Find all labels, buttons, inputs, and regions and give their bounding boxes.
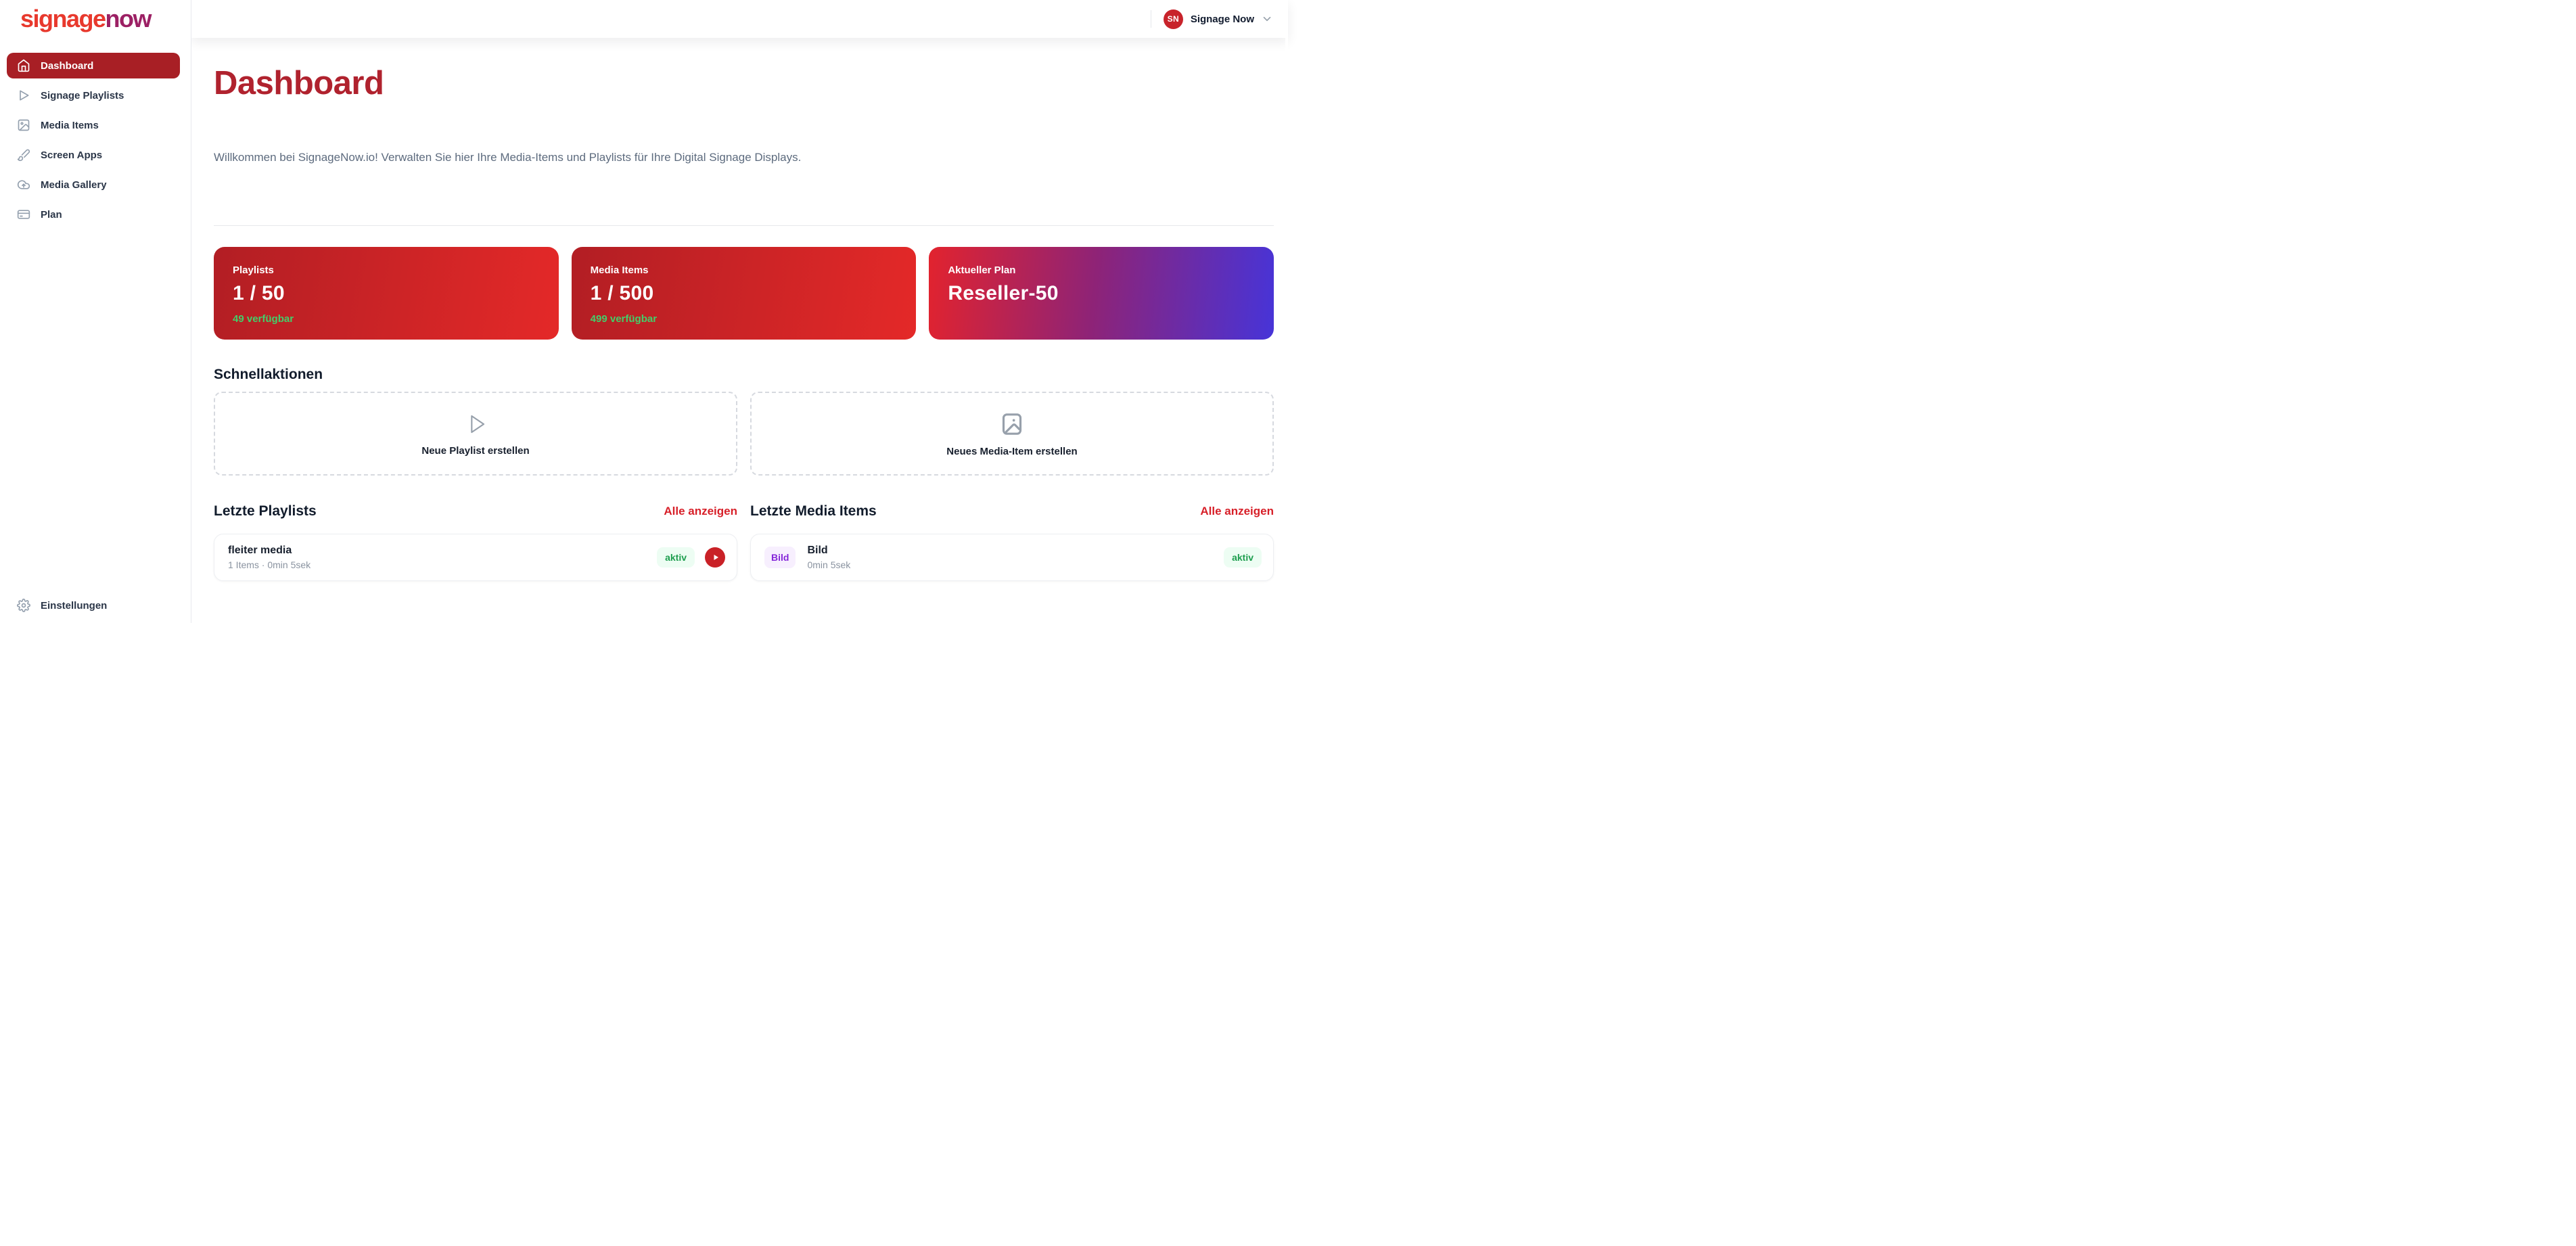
recent-playlists-header: Letzte Playlists Alle anzeigen (214, 503, 737, 520)
stat-value: Reseller-50 (948, 282, 1059, 304)
sidebar-item-label: Screen Apps (41, 149, 103, 161)
credit-card-icon (17, 210, 30, 219)
app-logo[interactable]: signage now (0, 0, 191, 38)
scrollbar-track[interactable] (1285, 0, 1288, 623)
show-all-media-link[interactable]: Alle anzeigen (1200, 505, 1274, 517)
sidebar-item-label: Media Gallery (41, 179, 107, 191)
stats-row: Playlists 1 / 50 49 verfügbar Media Item… (214, 247, 1274, 340)
logo-now-text: now (105, 5, 152, 32)
stat-card-plan: Aktueller Plan Reseller-50 (929, 247, 1274, 340)
recent-media-header: Letzte Media Items Alle anzeigen (750, 503, 1274, 520)
recent-sections: Letzte Playlists Alle anzeigen fleiter m… (214, 503, 1274, 581)
status-badge: aktiv (1224, 547, 1262, 568)
playlist-info: fleiter media 1 Items · 0min 5sek (228, 544, 310, 571)
sidebar-item-label: Plan (41, 208, 62, 221)
quick-actions-heading: Schnellaktionen (214, 367, 323, 382)
avatar[interactable]: SN (1163, 9, 1183, 29)
sidebar-nav: Dashboard Signage Playlists Media Items … (0, 38, 191, 227)
media-item-meta: 0min 5sek (807, 559, 851, 570)
sidebar-item-dashboard[interactable]: Dashboard (7, 53, 180, 78)
sidebar-item-label: Dashboard (41, 60, 94, 72)
recent-playlists-section: Letzte Playlists Alle anzeigen fleiter m… (214, 503, 737, 581)
logo-signage-text: signage (20, 5, 106, 32)
image-icon (1002, 413, 1022, 435)
page-title: Dashboard (214, 65, 384, 101)
sidebar-item-label: Media Items (41, 119, 99, 131)
quick-actions-row: Neue Playlist erstellen Neues Media-Item… (214, 392, 1274, 476)
stat-value: 1 / 50 (233, 282, 285, 304)
recent-media-section: Letzte Media Items Alle anzeigen Bild Bi… (750, 503, 1274, 581)
topbar: SN Signage Now (191, 0, 1288, 38)
sidebar-item-einstellungen[interactable]: Einstellungen (17, 599, 180, 612)
stat-available-note: 49 verfügbar (233, 313, 294, 325)
media-item-info: Bild 0min 5sek (807, 544, 850, 571)
sidebar-item-screen-apps[interactable]: Screen Apps (7, 142, 180, 168)
sidebar-item-label: Einstellungen (41, 599, 108, 612)
recent-playlists-heading: Letzte Playlists (214, 503, 317, 519)
play-icon (20, 90, 29, 101)
create-media-item-button[interactable]: Neues Media-Item erstellen (750, 392, 1274, 476)
paintbrush-icon (17, 149, 30, 162)
chevron-down-icon[interactable] (1261, 13, 1273, 25)
stat-label: Playlists (233, 264, 274, 276)
dashboard-content: Dashboard Willkommen bei SignageNow.io! … (191, 38, 1288, 623)
sidebar-item-media-items[interactable]: Media Items (7, 112, 180, 138)
media-type-badge: Bild (764, 547, 796, 568)
play-icon (714, 555, 718, 560)
recent-media-heading: Letzte Media Items (750, 503, 877, 519)
image-icon (18, 119, 30, 131)
stat-label: Media Items (590, 264, 649, 276)
playlist-row[interactable]: fleiter media 1 Items · 0min 5sek aktiv (214, 534, 737, 581)
media-item-title: Bild (807, 545, 828, 556)
quick-action-label: Neues Media-Item erstellen (946, 445, 1078, 457)
gear-icon (17, 599, 30, 612)
home-icon (18, 59, 30, 72)
quick-action-label: Neue Playlist erstellen (421, 444, 530, 457)
main-area: SN Signage Now Dashboard Willkommen bei … (191, 0, 1288, 623)
stat-label: Aktueller Plan (948, 264, 1016, 276)
sidebar-item-plan[interactable]: Plan (7, 202, 180, 227)
play-playlist-button[interactable] (705, 547, 725, 568)
sidebar: signage now Dashboard Signage Playlists M… (0, 0, 191, 623)
status-badge: aktiv (657, 547, 695, 568)
section-divider (214, 225, 1274, 226)
sidebar-item-media-gallery[interactable]: Media Gallery (7, 172, 180, 198)
stat-value: 1 / 500 (590, 282, 654, 304)
sidebar-footer: Einstellungen (0, 599, 191, 623)
stat-card-media-items: Media Items 1 / 500 499 verfügbar (571, 247, 917, 340)
create-playlist-button[interactable]: Neue Playlist erstellen (214, 392, 737, 476)
sidebar-item-signage-playlists[interactable]: Signage Playlists (7, 83, 180, 108)
stat-card-playlists: Playlists 1 / 50 49 verfügbar (214, 247, 559, 340)
show-all-playlists-link[interactable]: Alle anzeigen (664, 505, 737, 517)
cloud-upload-icon (17, 180, 30, 189)
sidebar-item-label: Signage Playlists (41, 89, 124, 101)
account-name[interactable]: Signage Now (1190, 13, 1254, 25)
playlist-meta: 1 Items · 0min 5sek (228, 559, 311, 570)
media-item-row[interactable]: Bild Bild 0min 5sek aktiv (750, 534, 1274, 581)
stat-available-note: 499 verfügbar (590, 313, 658, 325)
play-outline-icon (471, 415, 485, 433)
welcome-text: Willkommen bei SignageNow.io! Verwalten … (214, 151, 802, 164)
playlist-title: fleiter media (228, 545, 292, 556)
